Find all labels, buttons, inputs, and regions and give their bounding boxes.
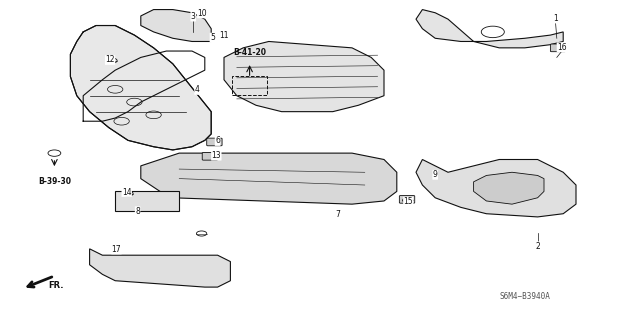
Text: 17: 17 [111,245,122,254]
Text: S6M4−B3940A: S6M4−B3940A [499,292,550,301]
Text: 13: 13 [211,151,221,160]
Text: 14: 14 [122,188,132,197]
Text: 7: 7 [335,210,340,219]
Text: 12: 12 [106,56,115,64]
Text: B-39-30: B-39-30 [38,177,71,186]
Polygon shape [474,172,544,204]
Polygon shape [416,10,563,48]
Text: FR.: FR. [48,281,63,290]
Polygon shape [141,153,397,204]
FancyBboxPatch shape [202,152,218,160]
Text: 15: 15 [403,197,413,206]
Text: 5: 5 [210,33,215,42]
Text: 1: 1 [553,14,558,23]
Text: B-41-20: B-41-20 [233,48,266,57]
Polygon shape [224,41,384,112]
Text: 4: 4 [195,85,200,94]
Polygon shape [141,10,211,41]
FancyBboxPatch shape [399,196,415,203]
Text: 9: 9 [433,170,438,179]
Polygon shape [115,191,179,211]
Polygon shape [90,249,230,287]
Polygon shape [416,160,576,217]
Text: 6: 6 [215,137,220,145]
Text: 10: 10 [197,9,207,18]
FancyBboxPatch shape [207,138,222,146]
FancyBboxPatch shape [550,44,566,52]
Text: 11: 11 [220,31,228,40]
Polygon shape [70,26,211,150]
Text: 8: 8 [135,207,140,216]
Text: 2: 2 [535,242,540,251]
Text: 3: 3 [191,12,196,21]
Text: 16: 16 [557,43,567,52]
